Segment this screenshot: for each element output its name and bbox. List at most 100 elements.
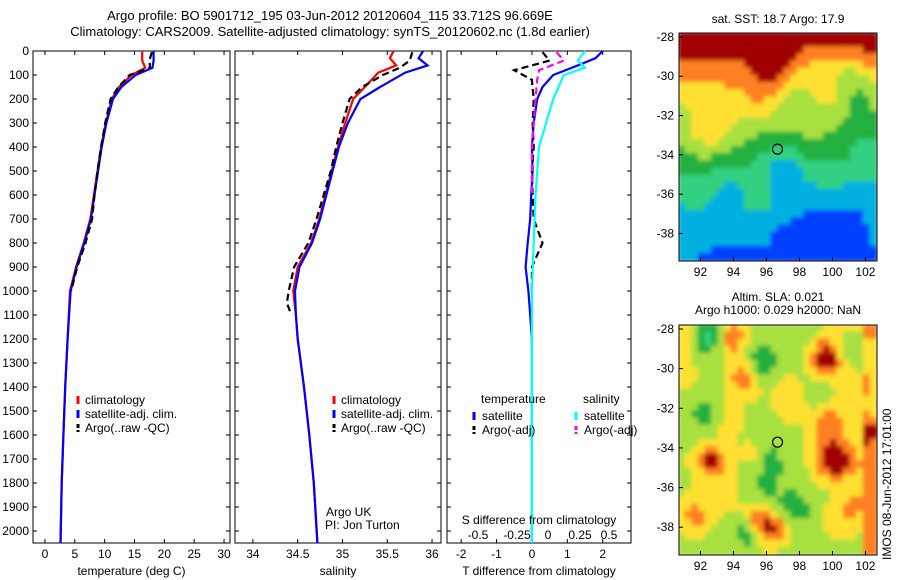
- map-cell: [711, 146, 720, 156]
- legend-label: Argo(..raw -QC): [341, 421, 426, 435]
- map-cell: [691, 146, 700, 156]
- map-cell: [697, 467, 707, 477]
- map-cell: [836, 103, 845, 113]
- map-cell: [796, 546, 806, 555]
- map-field: [679, 33, 877, 261]
- map-cell: [691, 460, 700, 470]
- map-cell: [763, 231, 773, 241]
- map-cell: [829, 525, 839, 535]
- map-cell: [704, 439, 713, 449]
- map-cell: [810, 181, 819, 191]
- map-cell: [704, 525, 713, 535]
- map-cell: [711, 224, 720, 234]
- map-cell: [823, 245, 832, 255]
- map-cell: [836, 453, 845, 463]
- map-cell: [691, 424, 700, 434]
- map-cell: [744, 238, 753, 248]
- map-cell: [849, 181, 859, 191]
- map-cell: [697, 224, 707, 234]
- map-cell: [757, 345, 766, 355]
- map-cell: [750, 410, 760, 420]
- map-cell: [691, 110, 700, 120]
- map-cell: [836, 410, 845, 420]
- map-cell: [862, 446, 872, 456]
- map-cell: [757, 67, 766, 77]
- map-cell: [869, 81, 877, 91]
- map-cell: [717, 338, 727, 348]
- map-cell: [744, 195, 753, 205]
- map-cell: [744, 146, 753, 156]
- map-cell: [704, 532, 713, 542]
- map-cell: [717, 67, 727, 77]
- map-cell: [816, 217, 826, 227]
- map-cell: [704, 46, 713, 56]
- map-cell: [770, 467, 779, 477]
- map-cell: [737, 174, 746, 184]
- map-cell: [724, 110, 733, 120]
- map-cell: [744, 474, 753, 485]
- map-cell: [836, 181, 845, 191]
- map-cell: [816, 503, 826, 513]
- map-cell: [724, 124, 733, 134]
- map-cell: [757, 489, 766, 499]
- map-cell: [823, 388, 832, 398]
- map-cell: [810, 345, 819, 355]
- y-tick-label: -28: [657, 30, 675, 44]
- map-cell: [763, 532, 773, 542]
- map-cell: [829, 503, 839, 513]
- map-cell: [803, 467, 812, 477]
- map-cell: [803, 195, 812, 205]
- map-cell: [770, 46, 779, 56]
- map-cell: [704, 195, 713, 205]
- map-cell: [717, 131, 727, 141]
- map-cell: [862, 203, 872, 213]
- map-cell: [869, 325, 877, 334]
- map-cell: [679, 74, 687, 84]
- map-cell: [679, 203, 687, 213]
- map-cell: [869, 124, 877, 134]
- map-cell: [869, 359, 877, 370]
- map-cell: [803, 224, 812, 234]
- map-cell: [843, 395, 852, 406]
- map-cell: [836, 203, 845, 213]
- map-cell: [679, 482, 687, 492]
- legend-header: temperature: [481, 392, 546, 406]
- map-cell: [836, 89, 845, 99]
- map-cell: [697, 359, 707, 370]
- map-cell: [777, 518, 786, 528]
- map-cell: [856, 474, 865, 485]
- map-cell: [704, 146, 713, 156]
- map-cell: [823, 518, 832, 528]
- map-cell: [763, 224, 773, 234]
- map-cell: [697, 39, 707, 49]
- map-cell: [829, 131, 839, 141]
- map-cell: [744, 410, 753, 420]
- map-cell: [843, 325, 852, 334]
- map-cell: [763, 195, 773, 205]
- imos-stamp: IMOS 08-Jun-2012 17:01:00: [880, 408, 894, 560]
- map-cell: [763, 431, 773, 441]
- map-cell: [691, 496, 700, 506]
- map-cell: [730, 503, 740, 513]
- map-cell: [750, 546, 760, 555]
- map-cell: [843, 131, 852, 141]
- map-cell: [704, 424, 713, 434]
- map-cell: [744, 417, 753, 427]
- map-cell: [783, 117, 793, 127]
- map-cell: [704, 203, 713, 213]
- map-cell: [704, 331, 713, 341]
- map-cell: [724, 117, 733, 127]
- map-cell: [796, 338, 806, 348]
- map-cell: [730, 46, 740, 56]
- map-cell: [704, 238, 713, 248]
- map-cell: [829, 174, 839, 184]
- map-cell: [697, 210, 707, 220]
- map-cell: [679, 60, 687, 70]
- map-cell: [724, 203, 733, 213]
- map-cell: [777, 482, 786, 492]
- map-cell: [757, 439, 766, 449]
- map-cell: [737, 252, 746, 261]
- map-cell: [862, 345, 872, 355]
- map-cell: [757, 203, 766, 213]
- y-tick-label: 1600: [2, 428, 29, 442]
